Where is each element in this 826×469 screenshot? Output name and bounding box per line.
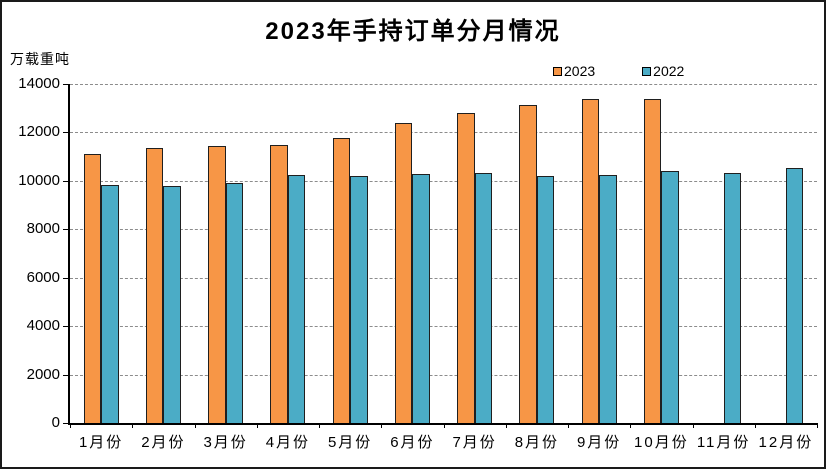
x-tick-label-12月份: 12月份 (758, 434, 814, 451)
y-tick-label-8000: 8000 (26, 220, 60, 238)
gridline-2000 (70, 374, 817, 376)
bar-2023-6月份 (394, 123, 413, 423)
x-tick-label-8月份: 8月份 (514, 434, 560, 451)
x-tick-mark (817, 423, 818, 428)
bar-2022-12月份 (785, 167, 804, 423)
y-tick-label-4000: 4000 (26, 317, 60, 335)
y-tick-mark (63, 277, 68, 279)
x-tick-label-4月份: 4月份 (265, 434, 311, 451)
legend: 2023 2022 (553, 63, 684, 79)
bar-2022-9月份 (599, 174, 617, 423)
bar-2022-1月份 (101, 185, 119, 423)
x-tick-label-2月份: 2月份 (141, 434, 186, 451)
bar-2023-8月份 (519, 104, 537, 423)
bar-2023-7月份 (457, 113, 475, 423)
bar-2023-1月份 (83, 154, 102, 423)
y-tick-label-14000: 14000 (18, 75, 60, 92)
gridline-4000 (70, 326, 817, 328)
x-tick-mark (630, 423, 632, 428)
y-tick-mark (63, 374, 68, 376)
chart-title: 2023年手持订单分月情况 (265, 18, 561, 45)
gridline-8000 (70, 229, 817, 231)
x-tick-label-10月份: 10月份 (634, 434, 689, 451)
gridline-14000 (70, 84, 817, 85)
y-tick-label-6000: 6000 (26, 268, 60, 286)
x-tick-label-7月份: 7月份 (452, 434, 497, 451)
x-tick-mark (443, 423, 445, 428)
x-tick-mark (132, 423, 134, 428)
bar-2022-8月份 (536, 175, 555, 423)
legend-swatch-2022 (642, 66, 652, 76)
x-tick-label-6月份: 6月份 (390, 434, 435, 451)
bar-2022-10月份 (661, 170, 679, 423)
plot-area (70, 84, 817, 423)
x-tick-label-9月份: 9月份 (576, 434, 622, 451)
bar-2022-3月份 (225, 183, 244, 423)
bar-2022-4月份 (287, 175, 306, 423)
gridline-12000 (70, 132, 817, 134)
legend-swatch-2023 (553, 66, 562, 76)
y-tick-mark (63, 229, 68, 231)
x-tick-mark (381, 423, 383, 428)
y-tick-label-2000: 2000 (26, 365, 60, 383)
x-tick-label-11月份: 11月份 (696, 434, 751, 451)
x-tick-label-1月份: 1月份 (78, 434, 124, 451)
bar-2023-2月份 (145, 148, 164, 423)
x-tick-mark (70, 423, 71, 428)
y-tick-mark (63, 84, 68, 85)
y-tick-mark (63, 132, 68, 134)
bar-2023-5月份 (332, 138, 351, 423)
x-tick-mark (505, 423, 507, 428)
x-axis-line (68, 423, 817, 425)
bar-2022-5月份 (350, 176, 368, 423)
bar-2022-7月份 (474, 172, 493, 423)
legend-label-2023: 2023 (564, 63, 596, 79)
y-axis-line (68, 84, 70, 425)
bar-2022-2月份 (163, 186, 181, 423)
x-tick-mark (754, 423, 756, 428)
gridline-6000 (70, 277, 817, 279)
legend-item-2023: 2023 (553, 63, 595, 79)
gridline-10000 (70, 180, 817, 182)
x-tick-mark (194, 423, 196, 428)
y-tick-label-12000: 12000 (18, 123, 60, 141)
x-tick-mark (256, 423, 258, 428)
x-tick-mark (568, 423, 569, 428)
y-tick-mark (63, 423, 68, 424)
y-tick-mark (63, 326, 68, 328)
x-tick-label-3月份: 3月份 (203, 434, 248, 451)
y-tick-label-10000: 10000 (18, 171, 60, 189)
bar-2023-10月份 (643, 98, 662, 423)
bar-2022-11月份 (723, 172, 742, 423)
bar-2023-4月份 (270, 144, 288, 423)
x-tick-mark (692, 423, 694, 428)
legend-label-2022: 2022 (653, 63, 685, 79)
y-tick-label-0: 0 (51, 414, 60, 431)
y-axis-unit-label: 万载重吨 (10, 51, 70, 67)
y-tick-mark (63, 180, 68, 182)
x-tick-label-5月份: 5月份 (327, 434, 373, 451)
legend-item-2022: 2022 (642, 63, 684, 79)
bar-2023-3月份 (208, 145, 226, 423)
x-tick-mark (319, 423, 320, 428)
bar-2023-9月份 (581, 98, 600, 423)
bar-2022-6月份 (412, 174, 430, 423)
